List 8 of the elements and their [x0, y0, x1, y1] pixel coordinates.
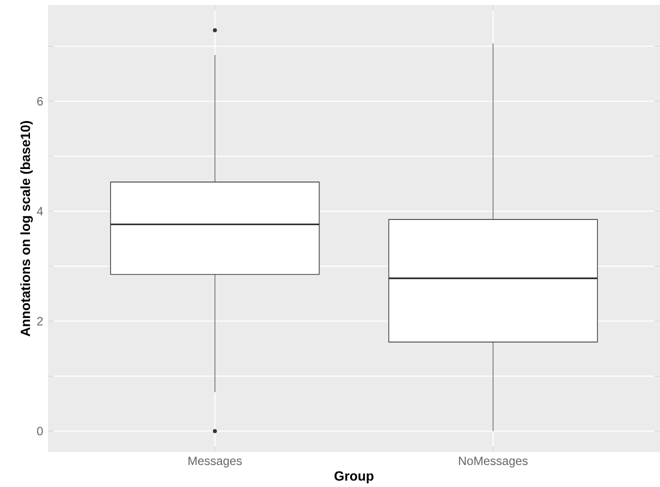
y-tick-label: 4 — [36, 207, 43, 216]
x-tick-label: NoMessages — [459, 456, 528, 468]
x-tick-label: Messages — [188, 456, 242, 468]
x-axis-title: Group — [334, 471, 374, 484]
y-tick-label: 0 — [37, 426, 43, 436]
y-tick-label: 2 — [37, 316, 43, 326]
y-tick-label: 6 — [37, 96, 43, 106]
y-axis-title: Annotations on log scale (base10) — [20, 121, 33, 336]
